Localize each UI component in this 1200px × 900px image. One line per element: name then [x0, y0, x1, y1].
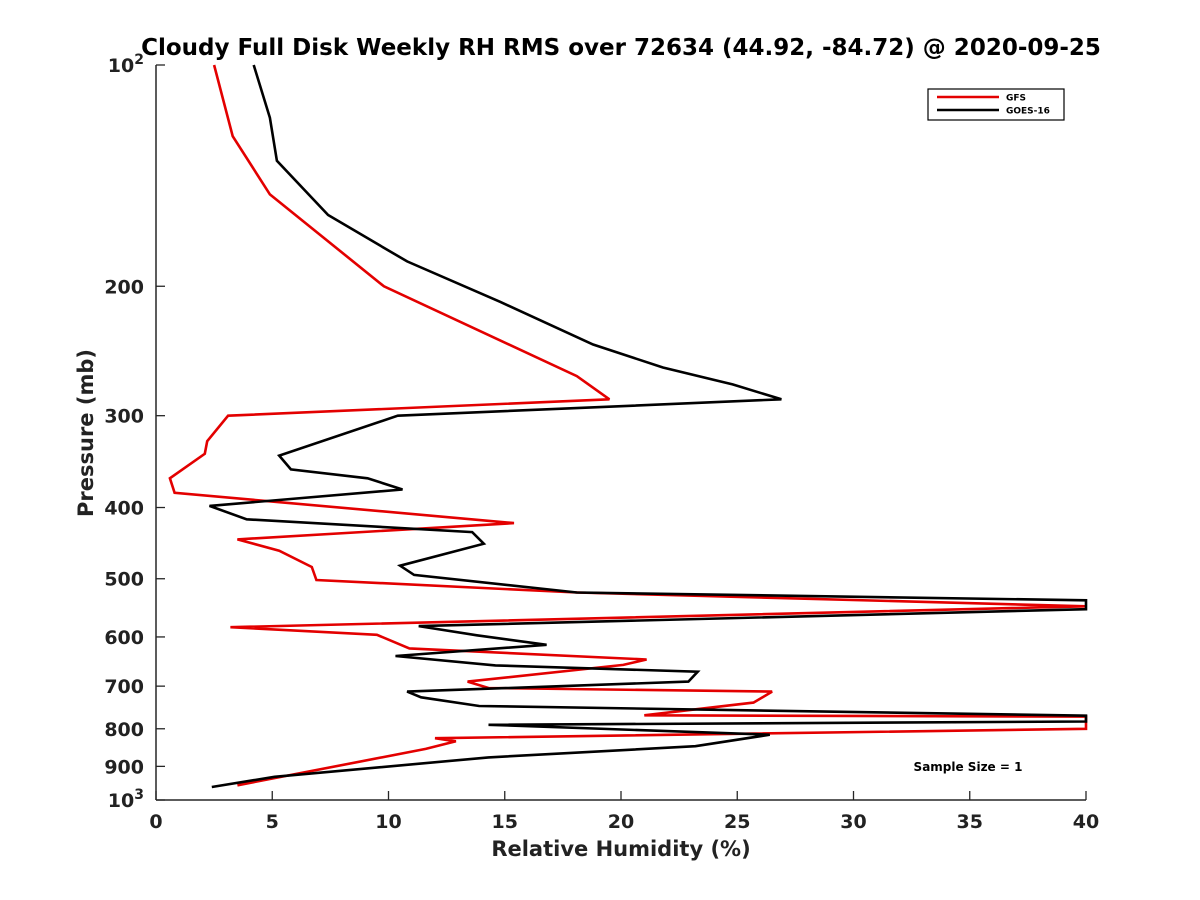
x-ticks: 0 5 10 15 20 25 30 35 40 — [149, 791, 1099, 833]
sample-size-note: Sample Size = 1 — [914, 760, 1023, 774]
y-axis-label: Pressure (mb) — [74, 349, 98, 517]
y-tick-label: 200 — [104, 276, 144, 298]
legend-label-gfs: GFS — [1006, 94, 1026, 104]
x-tick-label: 30 — [840, 811, 866, 833]
y-tick-label: 800 — [104, 719, 144, 741]
y-tick-label: 500 — [104, 569, 144, 591]
y-tick-label: 600 — [104, 627, 144, 649]
x-axis-label: Relative Humidity (%) — [491, 837, 750, 861]
y-tick-label: 102 — [108, 52, 144, 77]
chart-title: Cloudy Full Disk Weekly RH RMS over 7263… — [141, 35, 1101, 61]
plot-series — [168, 64, 1088, 789]
y-ticks: 102 200 300 400 500 600 700 800 900 103 — [104, 52, 165, 812]
x-tick-label: 40 — [1073, 811, 1099, 833]
x-tick-label: 20 — [608, 811, 634, 833]
series-line-goes16 — [209, 64, 1088, 789]
x-tick-label: 15 — [492, 811, 518, 833]
y-tick-label: 700 — [104, 676, 144, 698]
x-tick-label: 35 — [957, 811, 983, 833]
legend-label-goes16: GOES-16 — [1006, 107, 1050, 117]
y-tick-label: 103 — [108, 787, 144, 812]
x-tick-label: 5 — [266, 811, 279, 833]
x-tick-label: 25 — [724, 811, 750, 833]
y-tick-label: 300 — [104, 406, 144, 428]
y-tick-label: 400 — [104, 498, 144, 520]
legend: GFS GOES-16 — [927, 88, 1065, 121]
series-line-gfs — [168, 64, 1088, 787]
x-tick-label: 0 — [149, 811, 162, 833]
x-tick-label: 10 — [375, 811, 401, 833]
legend-box — [927, 88, 1065, 121]
y-tick-label: 900 — [104, 756, 144, 778]
